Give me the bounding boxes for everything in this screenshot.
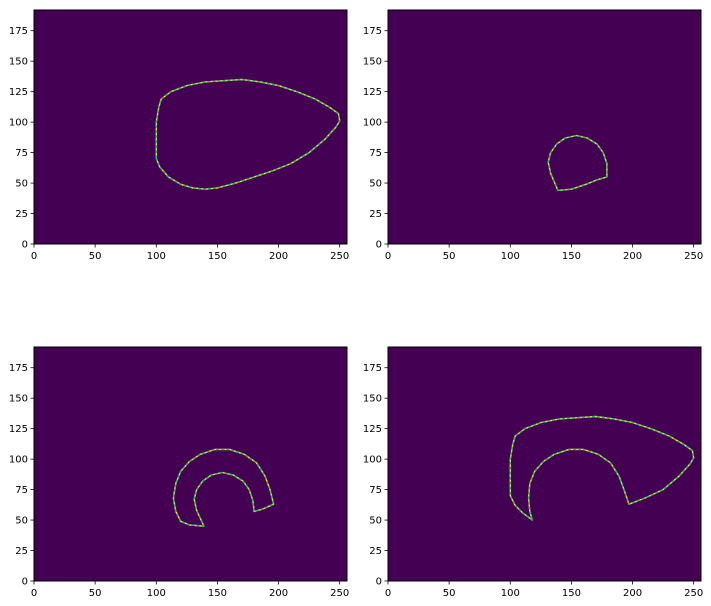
y-tick-label: 0 (22, 240, 28, 251)
axes-frame (387, 9, 702, 245)
y-tick-label: 125 (9, 424, 28, 435)
y-tick-label: 125 (363, 87, 382, 98)
x-tick-label: 250 (330, 588, 349, 599)
image-background (388, 347, 701, 581)
x-tick-label: 100 (147, 251, 166, 262)
y-tick-label: 100 (363, 455, 382, 466)
subplot-2: 0 50 100 150 200 250 0 25 50 75 100 125 150 175 (363, 9, 703, 262)
y-tick-label: 0 (22, 577, 28, 588)
y-tick-label: 175 (9, 363, 28, 374)
x-tick-label: 200 (269, 251, 288, 262)
y-tick-label: 50 (369, 516, 382, 527)
y-tick-label: 150 (363, 57, 382, 68)
x-tick-label: 0 (31, 588, 37, 599)
x-tick-label: 150 (562, 588, 581, 599)
x-tick-label: 50 (89, 251, 102, 262)
x-tick-label: 150 (208, 251, 227, 262)
y-tick-label: 125 (9, 87, 28, 98)
x-tick-label: 150 (562, 251, 581, 262)
x-tick-label: 0 (31, 251, 37, 262)
x-tick-label: 50 (89, 588, 102, 599)
y-tick-label: 75 (369, 148, 382, 159)
y-tick-label: 75 (15, 485, 28, 496)
y-tick-label: 150 (9, 394, 28, 405)
axes-frame (387, 346, 702, 582)
y-tick-label: 25 (369, 209, 382, 220)
x-tick-label: 200 (623, 588, 642, 599)
x-tick-label: 0 (385, 588, 391, 599)
x-tick-label: 100 (147, 588, 166, 599)
y-tick-label: 125 (363, 424, 382, 435)
axes-frame (33, 9, 348, 245)
x-tick-label: 150 (208, 588, 227, 599)
x-tick-label: 100 (501, 588, 520, 599)
y-tick-label: 175 (363, 26, 382, 37)
y-tick-label: 150 (363, 394, 382, 405)
edge-contour-highlight (155, 78, 341, 190)
axes-frame (33, 346, 348, 582)
x-tick-label: 200 (623, 251, 642, 262)
y-tick-label: 75 (15, 148, 28, 159)
y-tick-label: 25 (369, 546, 382, 557)
x-tick-label: 100 (501, 251, 520, 262)
y-tick-label: 50 (15, 516, 28, 527)
edge-contour-highlight (509, 415, 695, 521)
x-tick-label: 250 (684, 588, 703, 599)
y-tick-label: 50 (369, 179, 382, 190)
image-background (34, 347, 347, 581)
y-tick-label: 25 (15, 546, 28, 557)
y-tick-label: 175 (363, 363, 382, 374)
subplot-1: 0 50 100 150 200 250 0 25 50 75 100 125 150 175 (9, 9, 349, 262)
y-tick-label: 75 (369, 485, 382, 496)
y-tick-label: 0 (376, 577, 382, 588)
edge-contour-highlight (172, 448, 275, 527)
y-tick-label: 25 (15, 209, 28, 220)
x-tick-label: 200 (269, 588, 288, 599)
x-tick-label: 0 (385, 251, 391, 262)
edge-contour-highlight (547, 134, 608, 192)
image-background (388, 10, 701, 244)
y-tick-label: 100 (363, 118, 382, 129)
y-tick-label: 50 (15, 179, 28, 190)
y-tick-label: 0 (376, 240, 382, 251)
x-tick-label: 50 (443, 588, 456, 599)
y-tick-label: 100 (9, 118, 28, 129)
x-tick-label: 50 (443, 251, 456, 262)
image-background (34, 10, 347, 244)
y-tick-label: 150 (9, 57, 28, 68)
y-tick-label: 175 (9, 26, 28, 37)
x-tick-label: 250 (330, 251, 349, 262)
y-tick-label: 100 (9, 455, 28, 466)
x-tick-label: 250 (684, 251, 703, 262)
subplot-3: 0 50 100 150 200 250 0 25 50 75 100 125 150 175 (9, 346, 349, 599)
subplot-4: 0 50 100 150 200 250 0 25 50 75 100 125 150 175 (363, 346, 703, 599)
